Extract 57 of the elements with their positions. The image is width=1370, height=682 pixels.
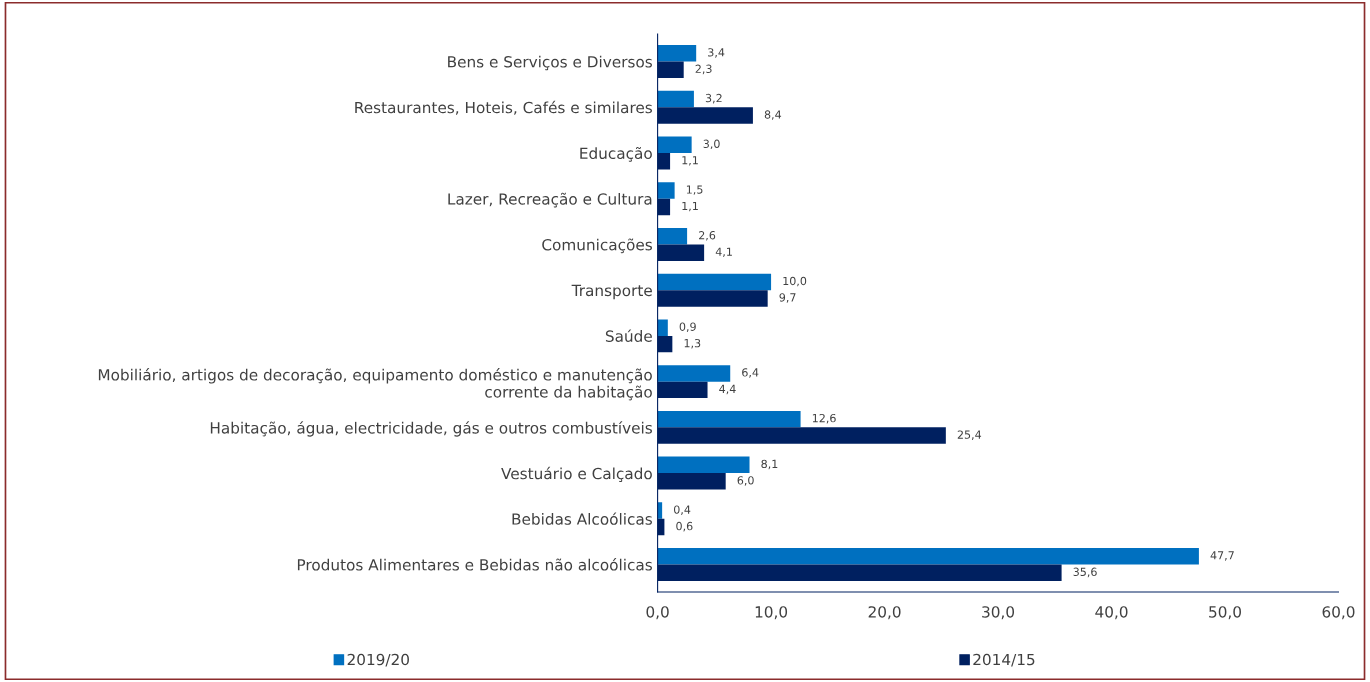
data-label: 4,1: [715, 247, 732, 258]
y-tick-label: Restaurantes, Hoteis, Cafés e similares: [355, 100, 652, 115]
x-tick-label: 50,0: [1209, 606, 1241, 620]
bar: [657, 182, 675, 199]
data-label: 10,0: [783, 276, 807, 287]
bar: [657, 502, 663, 519]
data-label: 47,7: [1210, 551, 1234, 561]
bar: [657, 410, 801, 428]
y-tick-label: Saúde: [605, 329, 652, 342]
bar: [657, 227, 688, 245]
data-label: 6,0: [737, 476, 754, 486]
x-tick-label: 10,0: [755, 606, 788, 620]
y-tick-label: Transporte: [571, 284, 652, 300]
data-label: 12,6: [812, 413, 836, 424]
data-label: 1,1: [682, 201, 698, 212]
data-label: 2,6: [699, 231, 716, 241]
y-tick-label: Mobiliário, artigos de decoração, equipamento doméstico e manutenção corrente da habitação: [98, 368, 652, 401]
y-tick-label: Lazer, Recreação e Cultura: [448, 192, 652, 208]
data-label: 4,4: [719, 384, 736, 395]
data-label: 0,6: [676, 521, 693, 532]
y-tick-label: Vestuário e Calçado: [501, 466, 652, 483]
bar: [657, 319, 668, 336]
data-label: 3,4: [708, 48, 725, 58]
x-tick-label: 20,0: [868, 606, 901, 620]
x-tick-label: 0,0: [646, 606, 669, 620]
bar: [657, 45, 697, 62]
y-tick-label: Habitação, água, electricidade, gás e outros combustíveis: [210, 421, 652, 437]
data-label: 1,3: [684, 338, 701, 349]
data-label: 1,5: [686, 185, 703, 195]
data-label: 0,4: [673, 505, 691, 515]
bar: [657, 456, 750, 474]
data-label: 8,4: [764, 110, 782, 120]
x-tick-label: 30,0: [982, 606, 1015, 620]
legend-label: 2019/20: [347, 653, 409, 667]
data-label: 25,4: [957, 430, 982, 440]
data-label: 3,2: [705, 93, 722, 104]
data-label: 3,0: [703, 139, 720, 150]
data-label: 2,3: [695, 64, 712, 75]
bar: [657, 90, 694, 108]
y-tick-label: Produtos Alimentares e Bebidas não alcoólicas: [297, 558, 652, 571]
bar: [657, 136, 692, 153]
bar: [657, 273, 772, 291]
x-tick-label: 40,0: [1095, 606, 1128, 620]
y-tick-label: Bens e Serviços e Diversos: [448, 55, 652, 71]
data-label: 35,6: [1073, 567, 1097, 578]
legend-label: 2014/15: [973, 653, 1035, 667]
y-tick-label: Bebidas Alcoólicas: [512, 512, 652, 525]
data-label: 6,4: [742, 368, 759, 378]
y-tick-label: Educação: [580, 146, 652, 162]
data-label: 0,9: [679, 322, 696, 333]
bar: [657, 548, 1199, 565]
y-tick-label: Comunicações: [542, 238, 652, 254]
data-label: 1,1: [682, 156, 698, 166]
data-label: 8,1: [761, 459, 778, 470]
bar: [657, 365, 731, 382]
x-tick-label: 60,0: [1322, 606, 1355, 620]
data-label: 9,7: [779, 293, 796, 303]
